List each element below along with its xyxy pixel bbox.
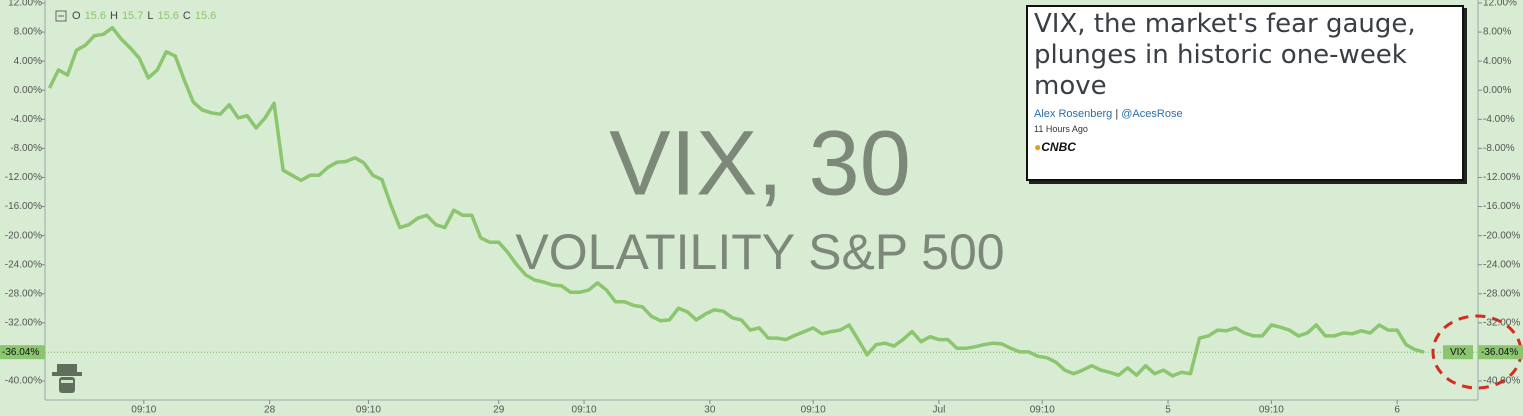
current-label-bg (1478, 345, 1523, 360)
x-tick-label: 09:10 (801, 405, 826, 416)
headline-line: plunges in historic one-week (1034, 40, 1407, 70)
time: 11 Hours Ago (1034, 124, 1088, 134)
separator: | (1115, 108, 1119, 120)
y-tick-label: -40.00% (5, 376, 42, 387)
y2-tick-label: 0.00% (1483, 85, 1511, 96)
y2-tick-label: -4.00% (1483, 114, 1515, 125)
headline-line: VIX, the market's fear gauge, (1034, 9, 1416, 39)
y2-tick-label: -20.00% (1483, 230, 1520, 241)
source-name: CNBC (1041, 140, 1076, 154)
y-tick-label: -12.00% (5, 172, 42, 183)
x-tick-label: 09:10 (131, 405, 156, 416)
y2-tick-label: -32.00% (1483, 317, 1520, 328)
x-tick-label: 29 (493, 405, 505, 416)
x-tick-label: 5 (1165, 405, 1171, 416)
headline-line: move (1034, 71, 1107, 101)
handle[interactable]: @AcesRose (1121, 108, 1183, 120)
x-tick-label: 09:10 (572, 405, 597, 416)
y2-tick-label: 12.00% (1483, 0, 1517, 9)
ohlc-value: 15.6 (85, 10, 106, 22)
ohlc-value: 15.7 (122, 10, 143, 22)
y-tick-label: -32.00% (5, 317, 42, 328)
ohlc-value: 15.6 (195, 10, 216, 22)
ohlc-key: C (183, 10, 191, 22)
symbol-label: VIX (1450, 347, 1466, 358)
y2-tick-label: -40.00% (1483, 376, 1520, 387)
y-tick-label: -4.00% (10, 114, 42, 125)
y2-tick-label: 8.00% (1483, 27, 1511, 38)
x-tick-label: 09:10 (1030, 405, 1055, 416)
y-tick-label: 4.00% (14, 56, 42, 67)
y-tick-label: 8.00% (14, 27, 42, 38)
y-tick-label: -20.00% (5, 230, 42, 241)
y2-tick-label: -24.00% (1483, 259, 1520, 270)
source: ●CNBC (1034, 140, 1076, 154)
x-tick-label: 28 (264, 405, 276, 416)
ohlc-key: H (110, 10, 118, 22)
ohlc-legend: O 15.6 H 15.7 L 15.6 C 15.6 (72, 10, 216, 22)
y2-tick-label: -28.00% (1483, 288, 1520, 299)
y2-tick-label: -16.00% (1483, 201, 1520, 212)
y-tick-label: -16.00% (5, 201, 42, 212)
y2-tick-label: -8.00% (1483, 143, 1515, 154)
y-tick-label: -24.00% (5, 259, 42, 270)
y-tick-label: -8.00% (10, 143, 42, 154)
x-tick-label: Jul (933, 405, 946, 416)
logo-icon (52, 364, 82, 393)
y-tick-label: 0.00% (14, 85, 42, 96)
ohlc-key: O (72, 10, 81, 22)
y-tick-label: 12.00% (8, 0, 42, 9)
author[interactable]: Alex Rosenberg (1034, 108, 1113, 120)
x-tick-label: 30 (704, 405, 716, 416)
ohlc-value: 15.6 (157, 10, 178, 22)
x-tick-label: 6 (1394, 405, 1400, 416)
y2-tick-label: 4.00% (1483, 56, 1511, 67)
current-label: -36.04% (2, 347, 39, 358)
price-line (47, 25, 1425, 378)
ohlc-key: L (147, 10, 153, 22)
byline: Alex Rosenberg | @AcesRose (1034, 108, 1456, 120)
symbol-label-bg (1443, 345, 1473, 360)
y-tick-label: -28.00% (5, 288, 42, 299)
legend-toggle[interactable] (55, 10, 67, 22)
watermark-subtitle: VOLATILITY S&P 500 (515, 224, 1004, 280)
x-tick-label: 09:10 (1259, 405, 1284, 416)
x-tick-label: 09:10 (356, 405, 381, 416)
current-label-bg (0, 345, 45, 360)
y2-tick-label: -12.00% (1483, 172, 1520, 183)
current-label: -36.04% (1481, 347, 1518, 358)
headline: VIX, the market's fear gauge, plunges in … (1034, 9, 1456, 102)
watermark: VIX, 30 (609, 112, 911, 214)
news-card: VIX, the market's fear gauge, plunges in … (1026, 5, 1464, 181)
